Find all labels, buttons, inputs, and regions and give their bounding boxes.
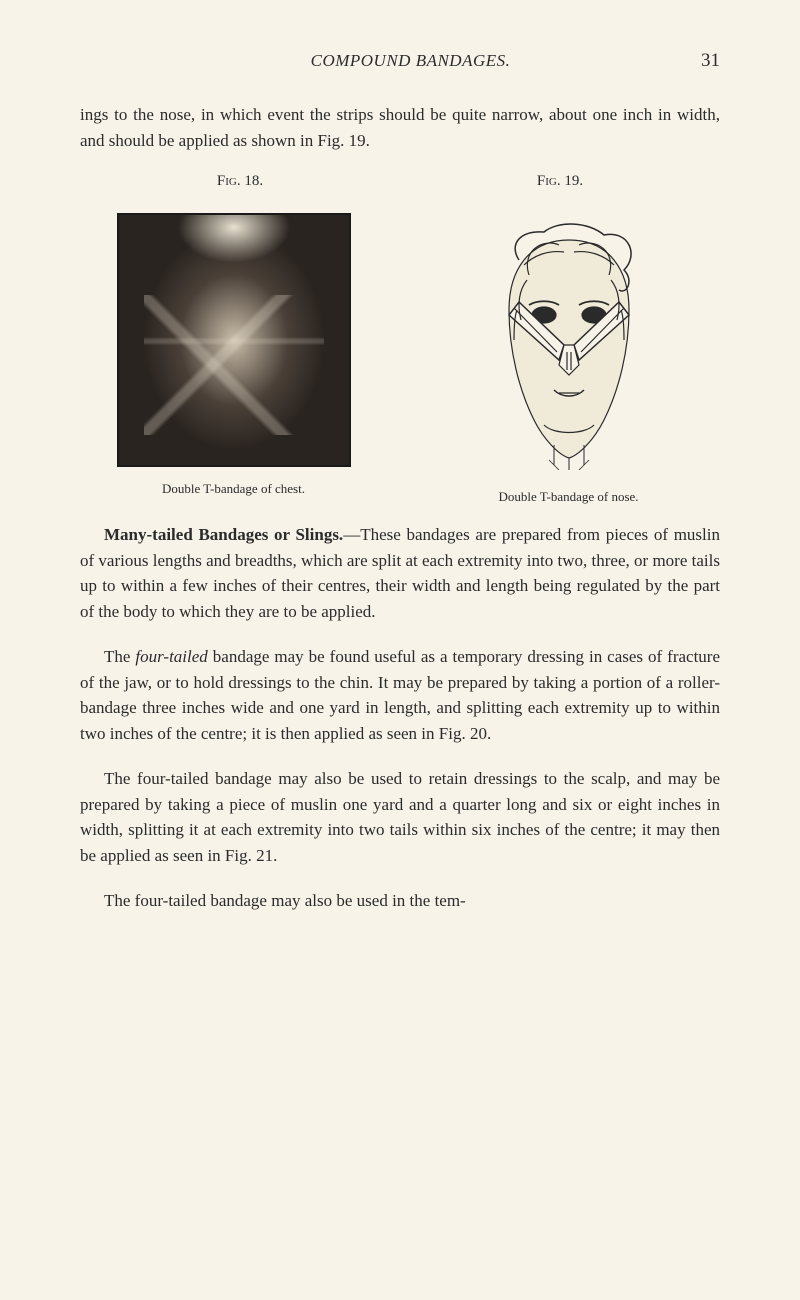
paragraph-4: The four-tailed bandage may also be used… [80, 766, 720, 868]
fig-19-caption: Double T-bandage of nose. [498, 489, 638, 505]
fig-18-caption: Double T-bandage of chest. [162, 481, 305, 497]
paragraph-5: The four-tailed bandage may also be used… [80, 888, 720, 914]
section-heading: Many-tailed Bandages or Slings. [104, 525, 343, 544]
page-number: 31 [701, 50, 720, 72]
paragraph-2: Many-tailed Bandages or Slings.—These ba… [80, 522, 720, 624]
figure-19: Double T-bandage of nose. [454, 205, 684, 505]
paragraph-3: The four-tailed bandage may be found use… [80, 644, 720, 746]
running-title: COMPOUND BANDAGES. [120, 51, 701, 71]
fig-18-image [117, 213, 351, 467]
fig-label-19: Fig. 19. [537, 173, 583, 190]
para3-pre: The [104, 647, 135, 666]
fig-19-image [454, 205, 684, 475]
figure-18: Double T-bandage of chest. [117, 213, 351, 497]
fig-label-18: Fig. 18. [217, 173, 263, 190]
paragraph-1: ings to the nose, in which event the str… [80, 102, 720, 153]
para3-term: four-tailed [135, 647, 207, 666]
